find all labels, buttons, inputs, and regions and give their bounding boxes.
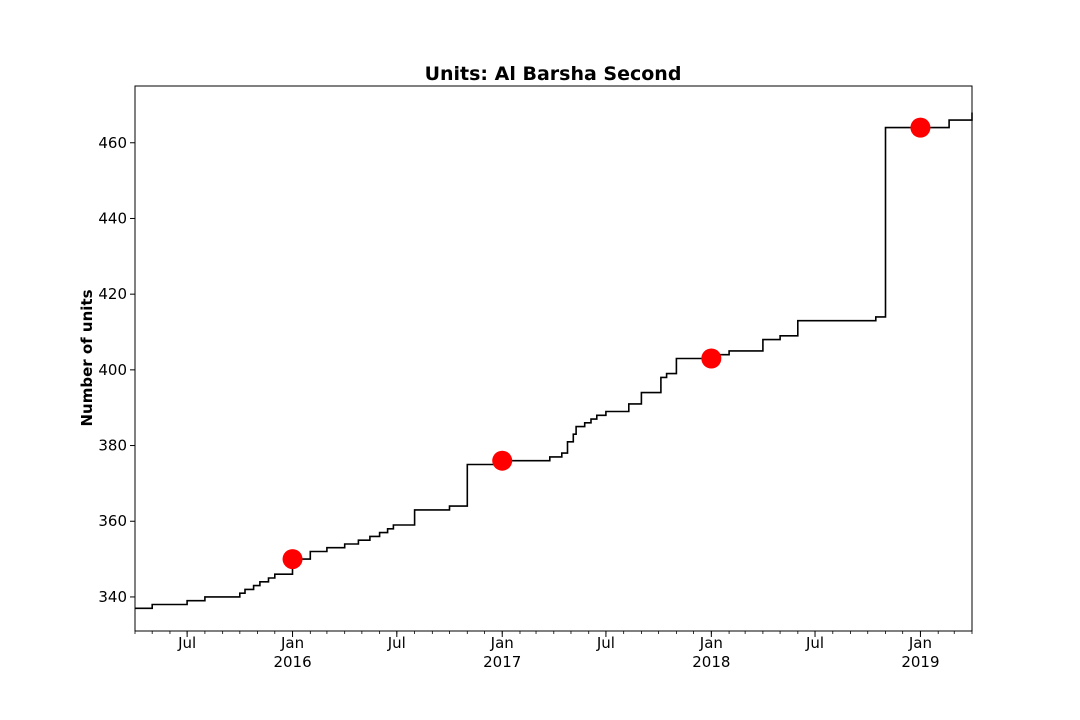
y-tick-label: 460 [98, 134, 127, 152]
y-tick-label: 340 [98, 588, 127, 606]
x-tick-label: Jul [177, 634, 196, 652]
marker-point-3 [701, 348, 722, 369]
y-axis-label: Number of units [78, 289, 96, 426]
y-tick-label: 400 [98, 361, 127, 379]
y-tick-label: 380 [98, 437, 127, 455]
marker-point-2 [492, 450, 513, 471]
y-tick-label: 420 [98, 285, 127, 303]
chart-title: Units: Al Barsha Second [425, 63, 682, 85]
marker-group [282, 117, 931, 570]
x-tick-label: Jul [805, 634, 824, 652]
x-tick-label: Jul [596, 634, 615, 652]
marker-point-1 [282, 549, 303, 570]
x-tick-label: Jan [699, 634, 723, 652]
plot-frame [134, 85, 973, 632]
y-axis: 340 360 380 400 420 440 460 [98, 134, 135, 606]
x-tick-year-label: 2016 [273, 653, 311, 671]
marker-point-4 [910, 117, 931, 138]
x-tick-label: Jan [280, 634, 304, 652]
x-tick-year-label: 2017 [483, 653, 521, 671]
plot-area [135, 112, 973, 610]
x-tick-year-label: 2018 [692, 653, 730, 671]
x-tick-year-label: 2019 [901, 653, 939, 671]
y-tick-label: 440 [98, 209, 127, 227]
x-tick-label: Jan [490, 634, 514, 652]
y-tick-label: 360 [98, 512, 127, 530]
x-tick-label: Jan [908, 634, 932, 652]
x-tick-label: Jul [387, 634, 406, 652]
series-line [135, 112, 973, 610]
